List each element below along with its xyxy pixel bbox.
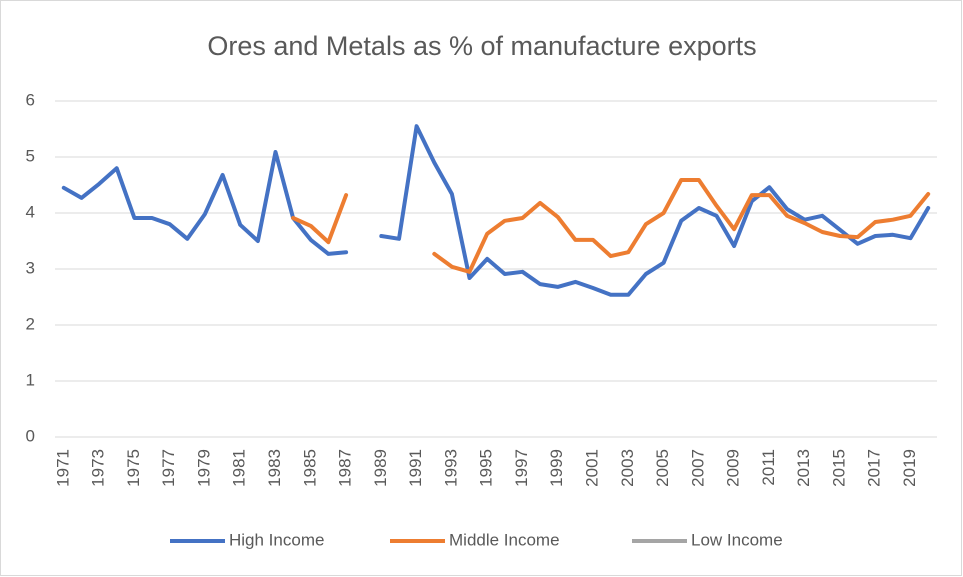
y-tick-label: 4 bbox=[26, 202, 35, 221]
y-tick-label: 3 bbox=[26, 258, 35, 277]
x-tick-label: 2005 bbox=[653, 449, 672, 487]
x-tick-label: 1979 bbox=[194, 449, 213, 487]
x-tick-label: 2001 bbox=[583, 449, 602, 487]
x-tick-label: 1995 bbox=[477, 449, 496, 487]
legend-label: High Income bbox=[229, 530, 324, 549]
legend-label: Low Income bbox=[691, 530, 783, 549]
y-tick-label: 2 bbox=[26, 314, 35, 333]
y-tick-label: 6 bbox=[26, 90, 35, 109]
x-tick-label: 1997 bbox=[512, 449, 531, 487]
y-tick-label: 5 bbox=[26, 146, 35, 165]
x-tick-label: 1971 bbox=[53, 449, 72, 487]
x-tick-label: 2007 bbox=[688, 449, 707, 487]
x-tick-label: 1985 bbox=[300, 449, 319, 487]
series-line bbox=[61, 124, 931, 297]
x-tick-label: 1977 bbox=[159, 449, 178, 487]
y-tick-label: 0 bbox=[26, 426, 35, 445]
legend-label: Middle Income bbox=[449, 530, 560, 549]
x-tick-label: 2009 bbox=[724, 449, 743, 487]
chart-title: Ores and Metals as % of manufacture expo… bbox=[207, 31, 756, 61]
x-tick-label: 2019 bbox=[900, 449, 919, 487]
x-tick-label: 2015 bbox=[829, 449, 848, 487]
x-tick-label: 1991 bbox=[406, 449, 425, 487]
x-tick-label: 1973 bbox=[89, 449, 108, 487]
x-tick-label: 2013 bbox=[794, 449, 813, 487]
x-tick-label: 2017 bbox=[865, 449, 884, 487]
x-tick-label: 2003 bbox=[618, 449, 637, 487]
x-tick-label: 1975 bbox=[124, 449, 143, 487]
x-tick-label: 1987 bbox=[336, 449, 355, 487]
series-line bbox=[291, 178, 931, 274]
x-tick-label: 1981 bbox=[230, 449, 249, 487]
y-tick-label: 1 bbox=[26, 370, 35, 389]
x-tick-label: 2011 bbox=[759, 449, 778, 486]
x-tick-label: 1993 bbox=[441, 449, 460, 487]
x-tick-label: 1999 bbox=[547, 449, 566, 487]
x-tick-label: 1989 bbox=[371, 449, 390, 487]
x-tick-label: 1983 bbox=[265, 449, 284, 487]
